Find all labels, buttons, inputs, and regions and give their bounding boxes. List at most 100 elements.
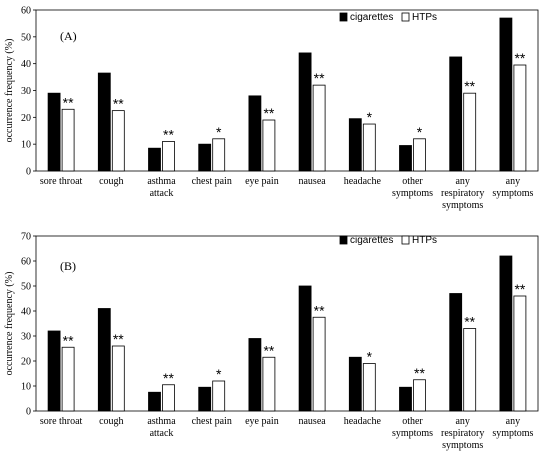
category-label: respiratory <box>441 188 484 199</box>
y-tick-label: 50 <box>21 282 31 293</box>
significance-marker: * <box>367 109 373 125</box>
bar-htps <box>312 84 326 172</box>
y-tick-label: 0 <box>26 167 31 178</box>
bar-htps <box>362 123 376 172</box>
plot-frame <box>35 9 539 172</box>
legend-swatch-cigarettes <box>339 235 348 245</box>
category-label: cough <box>99 416 123 427</box>
y-tick-label: 10 <box>21 382 31 393</box>
significance-marker: * <box>417 124 423 140</box>
category-label: other <box>402 416 423 427</box>
category-label: symptoms <box>442 440 483 451</box>
category-label: asthma <box>147 416 176 427</box>
y-tick-label: 0 <box>26 407 31 418</box>
significance-marker: ** <box>113 331 124 347</box>
significance-marker: * <box>367 349 373 365</box>
y-tick-label: 70 <box>21 232 31 243</box>
category-label: cough <box>99 176 123 187</box>
bar-cigarettes <box>348 118 362 172</box>
y-tick-label: 30 <box>21 332 31 343</box>
bar-htps <box>61 346 75 412</box>
bar-htps <box>312 316 326 412</box>
y-tick-label: 40 <box>21 59 31 70</box>
category-label: symptoms <box>492 188 533 199</box>
significance-marker: ** <box>464 314 475 330</box>
legend-swatch-htps <box>401 12 410 22</box>
y-tick-label: 50 <box>21 32 31 43</box>
bar-htps <box>463 328 477 412</box>
category-label: eye pain <box>245 416 279 427</box>
category-label: other <box>402 176 423 187</box>
y-tick-label: 30 <box>21 86 31 97</box>
category-label: chest pain <box>192 416 232 427</box>
category-label: any <box>506 416 520 427</box>
legend-label-cigarettes: cigarettes <box>350 12 393 23</box>
significance-marker: ** <box>163 126 174 142</box>
category-label: any <box>455 176 469 187</box>
category-label: nausea <box>298 176 326 187</box>
bar-cigarettes <box>198 386 212 412</box>
category-label: respiratory <box>441 428 484 439</box>
bar-cigarettes <box>198 143 212 172</box>
bar-cigarettes <box>148 147 161 172</box>
bar-htps <box>212 138 226 172</box>
bar-cigarettes <box>298 285 312 412</box>
bar-htps <box>463 92 477 172</box>
chart-panel-b: 0 10 20 30 40 50 60 70 occurrence frequency (%) (… <box>4 232 539 451</box>
bar-htps <box>513 64 527 172</box>
significance-marker: ** <box>263 105 274 121</box>
bar-htps <box>262 119 276 172</box>
bar-htps <box>162 141 175 172</box>
significance-marker: ** <box>163 370 174 386</box>
category-label: attack <box>150 188 174 199</box>
category-label: symptoms <box>442 200 483 211</box>
y-tick-label: 40 <box>21 307 31 318</box>
bar-cigarettes <box>97 72 111 172</box>
category-label: eye pain <box>245 176 279 187</box>
bar-htps <box>111 345 125 412</box>
y-tick-label: 10 <box>21 140 31 151</box>
bar-cigarettes <box>449 56 463 172</box>
legend-label-htps: HTPs <box>412 12 437 23</box>
bar-cigarettes <box>399 145 412 172</box>
significance-marker: ** <box>414 365 425 381</box>
y-tick-label: 20 <box>21 357 31 368</box>
category-label: any <box>506 176 520 187</box>
plot-frame <box>35 235 539 412</box>
category-label: headache <box>344 416 382 427</box>
category-label: chest pain <box>192 176 232 187</box>
bar-cigarettes <box>348 356 362 412</box>
y-axis-label: occurrence frequency (%) <box>4 272 15 376</box>
category-label: sore throat <box>40 176 83 187</box>
y-tick-label: 60 <box>21 6 31 17</box>
bar-htps <box>212 380 226 412</box>
significance-marker: ** <box>63 94 74 110</box>
panel-label: (A) <box>60 29 77 43</box>
y-tick-label: 60 <box>21 257 31 268</box>
significance-marker: ** <box>314 302 325 318</box>
bar-cigarettes <box>499 17 513 172</box>
legend-label-htps: HTPs <box>412 235 437 246</box>
significance-marker: ** <box>263 342 274 358</box>
panel-label: (B) <box>60 259 76 273</box>
bar-htps <box>61 108 75 172</box>
bar-cigarettes <box>248 338 262 412</box>
significance-marker: ** <box>514 281 525 297</box>
bar-cigarettes <box>97 308 111 412</box>
bar-htps <box>362 363 376 412</box>
significance-marker: ** <box>113 96 124 112</box>
bar-htps <box>413 379 426 412</box>
y-axis-label: occurrence frequency (%) <box>4 39 15 143</box>
category-label: nausea <box>298 416 326 427</box>
bar-cigarettes <box>248 95 262 172</box>
bar-htps <box>413 138 426 172</box>
bar-htps <box>513 295 527 412</box>
bar-htps <box>111 110 125 172</box>
category-label: symptoms <box>492 428 533 439</box>
bar-cigarettes <box>499 255 513 412</box>
significance-marker: * <box>216 366 222 382</box>
y-tick-label: 20 <box>21 113 31 124</box>
bar-htps <box>162 384 175 412</box>
significance-marker: ** <box>464 78 475 94</box>
